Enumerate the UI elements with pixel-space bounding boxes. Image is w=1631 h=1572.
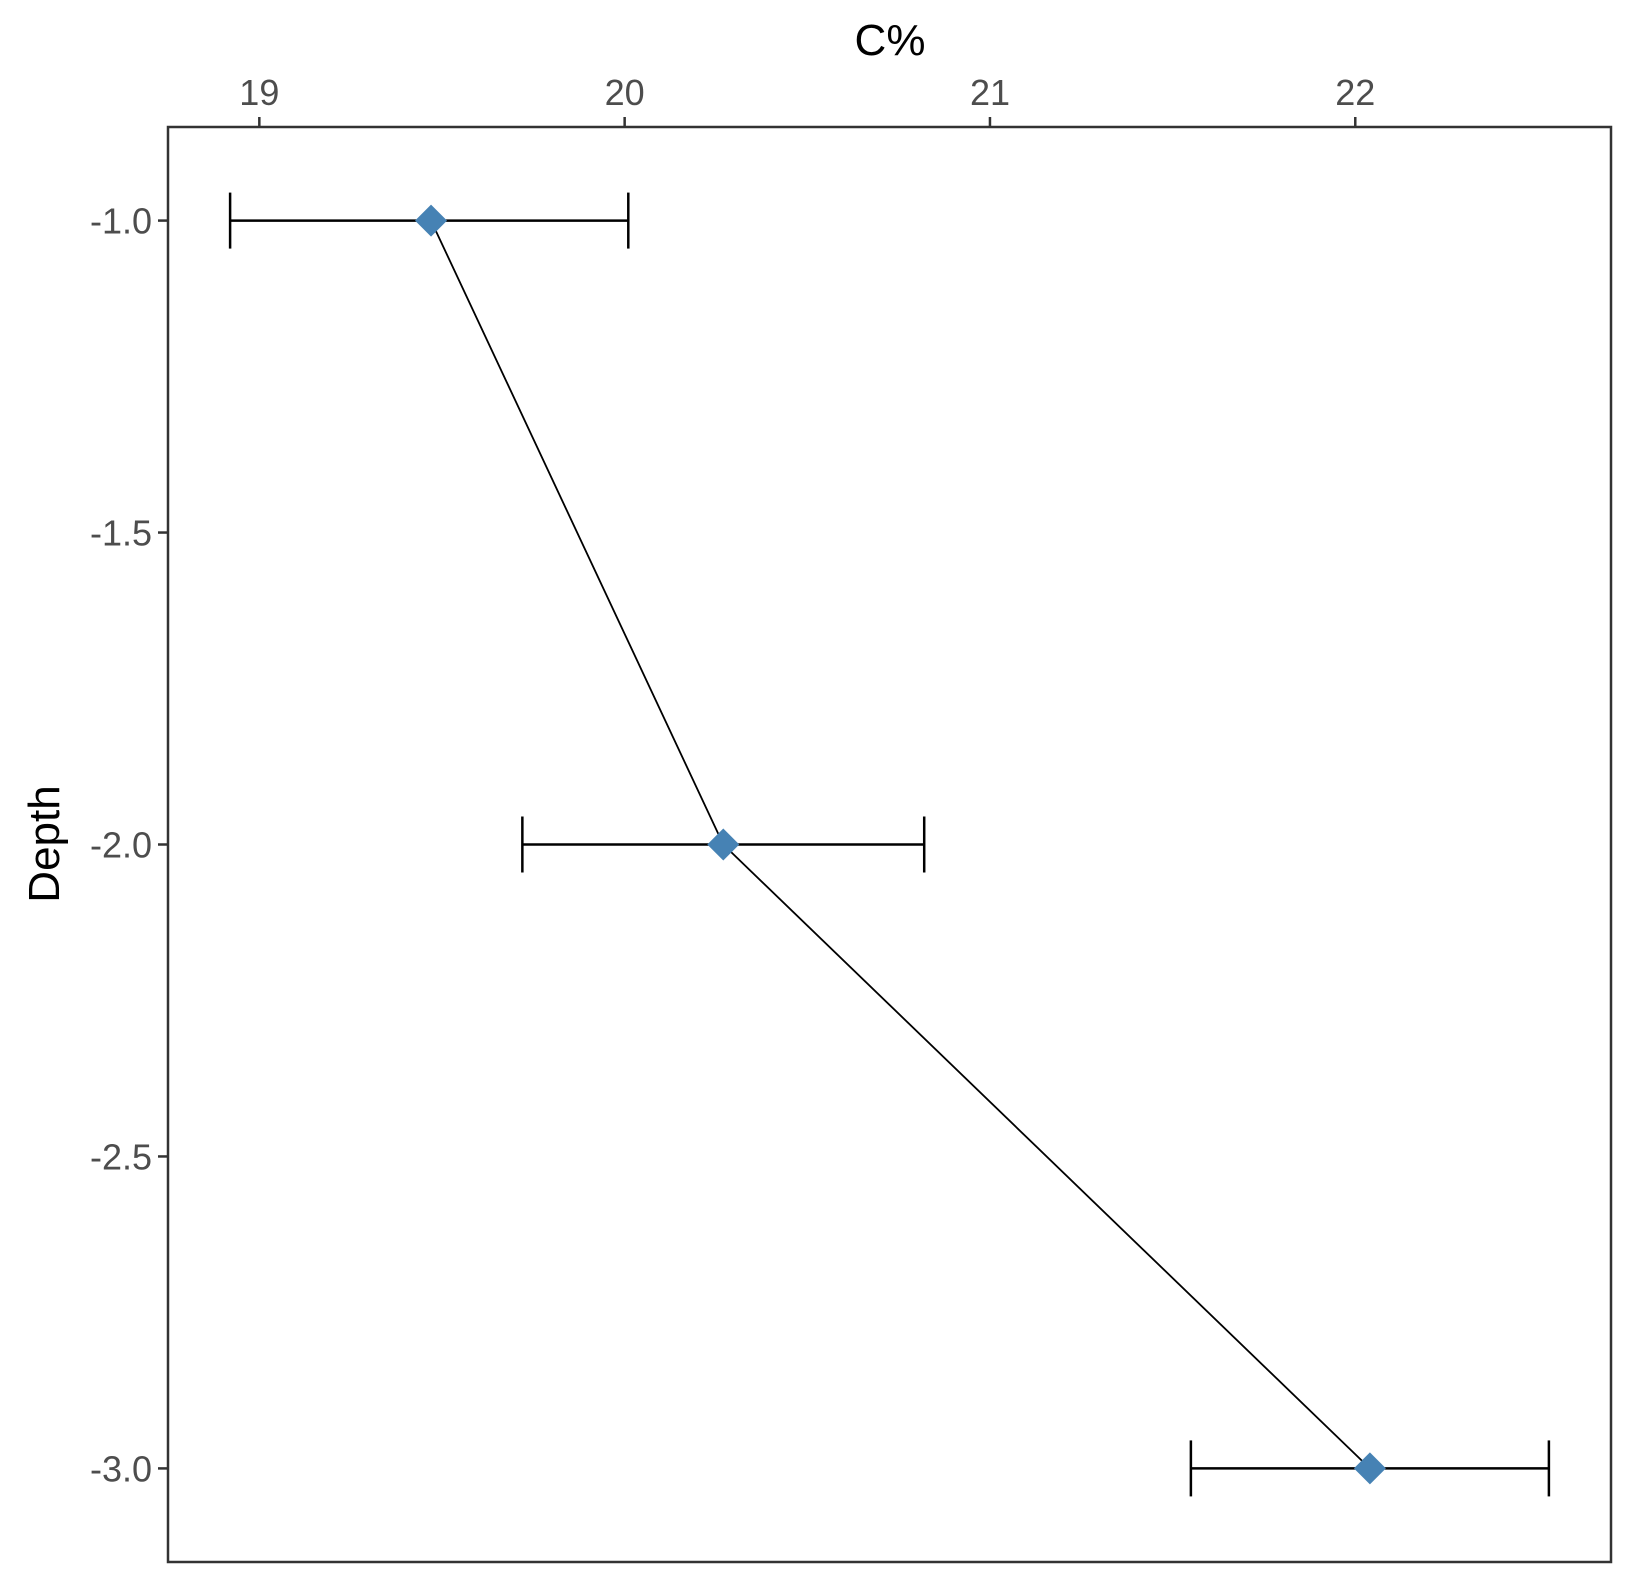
data-point-diamond [415, 204, 448, 237]
y-axis: -1.0 -1.5 -2.0 -2.5 -3.0 [90, 201, 168, 1489]
x-tick-label: 21 [970, 72, 1010, 113]
data-point-diamond [707, 828, 740, 861]
y-tick-label: -2.0 [90, 825, 152, 866]
x-tick-label: 22 [1335, 72, 1375, 113]
x-axis: 19 20 21 22 [239, 72, 1375, 127]
y-tick-label: -2.5 [90, 1136, 152, 1177]
x-tick-label: 19 [239, 72, 279, 113]
y-tick-label: -1.5 [90, 513, 152, 554]
y-tick-label: -1.0 [90, 201, 152, 242]
data-points [415, 204, 1386, 1485]
x-axis-title: C% [855, 16, 926, 65]
x-tick-label: 20 [605, 72, 645, 113]
data-point-diamond [1353, 1452, 1386, 1485]
y-axis-title: Depth [20, 785, 69, 902]
y-tick-label: -3.0 [90, 1448, 152, 1489]
